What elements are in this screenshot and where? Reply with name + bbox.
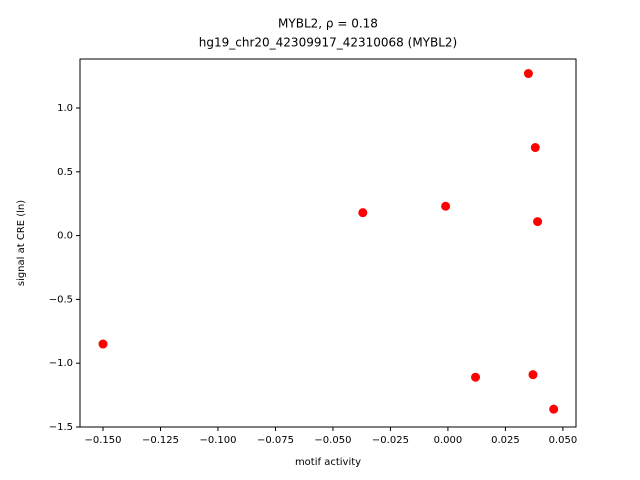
point [533, 217, 543, 227]
chart-subtitle: hg19_chr20_42309917_42310068 (MYBL2) [199, 36, 457, 50]
x-axis-label: motif activity [295, 457, 361, 468]
y-tick-label: 1.0 [57, 103, 73, 114]
plot-frame [79, 58, 577, 428]
point [471, 372, 481, 382]
x-tick-label: −0.050 [314, 435, 351, 446]
x-tick-label: 0.000 [434, 435, 463, 446]
point [441, 201, 451, 211]
y-axis-label: signal at CRE (ln) [16, 200, 27, 286]
point [358, 208, 368, 218]
chart-title: MYBL2, ρ = 0.18 [278, 17, 378, 31]
x-tick-label: 0.050 [549, 435, 578, 446]
y-tick-label: −1.0 [49, 358, 73, 369]
y-tick-label: −1.5 [49, 422, 73, 433]
point [549, 404, 559, 414]
point [523, 69, 533, 79]
point [530, 143, 540, 153]
x-tick-label: −0.100 [199, 435, 236, 446]
x-tick-label: −0.150 [84, 435, 121, 446]
x-tick-label: −0.125 [142, 435, 179, 446]
y-tick-label: 0.0 [57, 231, 73, 242]
point [528, 370, 538, 380]
x-tick-label: 0.025 [491, 435, 520, 446]
y-tick-label: 0.5 [57, 167, 73, 178]
x-tick-label: −0.025 [372, 435, 409, 446]
point [98, 339, 108, 349]
y-tick-label: −0.5 [49, 294, 73, 305]
x-tick-label: −0.075 [257, 435, 294, 446]
